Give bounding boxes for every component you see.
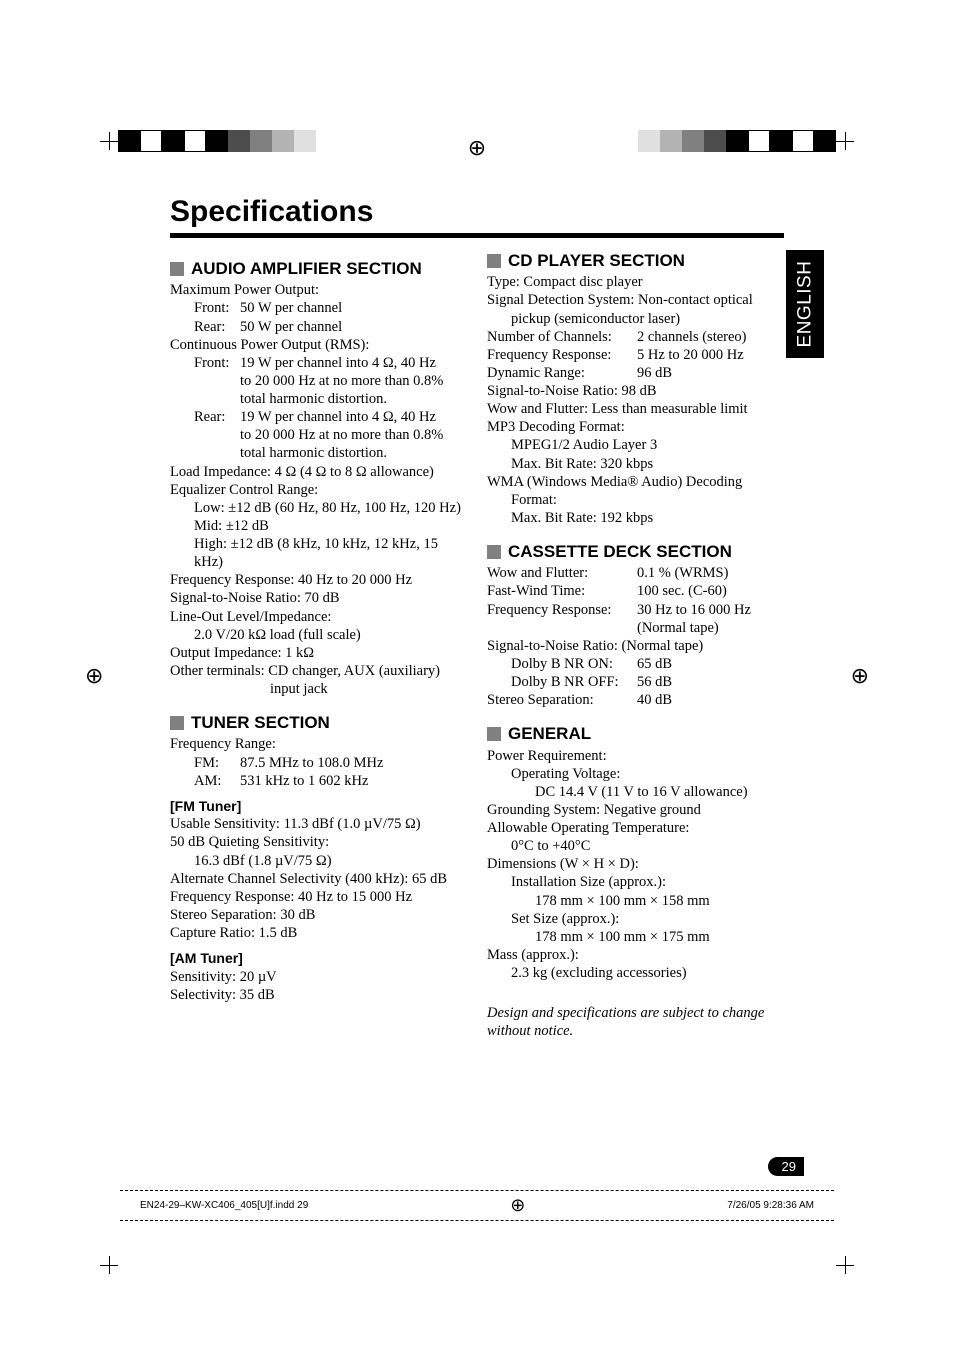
spec-line: MPEG1/2 Audio Layer 3: [487, 436, 784, 454]
page-content: Specifications AUDIO AMPLIFIER SECTION M…: [170, 195, 784, 1040]
spec-line: Number of Channels: 2 channels (stereo): [487, 328, 784, 346]
spec-line: Fast-Wind Time: 100 sec. (C-60): [487, 582, 784, 600]
spec-line: Allowable Operating Temperature:: [487, 819, 784, 837]
spec-line: Selectivity: 35 dB: [170, 986, 467, 1004]
spec-line: MP3 Decoding Format:: [487, 418, 784, 436]
subhead-fm: [FM Tuner]: [170, 798, 467, 816]
columns: AUDIO AMPLIFIER SECTION Maximum Power Ou…: [170, 250, 784, 1040]
spec-line: total harmonic distortion.: [170, 390, 467, 408]
spec-line: Line-Out Level/Impedance:: [170, 608, 467, 626]
spec-line: to 20 000 Hz at no more than 0.8%: [170, 372, 467, 390]
spec-line: 50 dB Quieting Sensitivity:: [170, 833, 467, 851]
spec-line: Dolby B NR ON: 65 dB: [487, 655, 784, 673]
spec-line: DC 14.4 V (11 V to 16 V allowance): [487, 783, 784, 801]
spec-line: Mass (approx.):: [487, 946, 784, 964]
spec-line: Load Impedance: 4 Ω (4 Ω to 8 Ω allowanc…: [170, 463, 467, 481]
spec-line: Dolby B NR OFF: 56 dB: [487, 673, 784, 691]
section-head-tuner: TUNER SECTION: [170, 712, 467, 733]
spec-line: High: ±12 dB (8 kHz, 10 kHz, 12 kHz, 15 …: [170, 535, 467, 571]
spec-line: 178 mm × 100 mm × 175 mm: [487, 928, 784, 946]
spec-line: Rear: 19 W per channel into 4 Ω, 40 Hz: [170, 408, 467, 426]
spec-line: 178 mm × 100 mm × 158 mm: [487, 892, 784, 910]
registration-mark-left: ⊕: [85, 663, 103, 689]
spec-line: FM: 87.5 MHz to 108.0 MHz: [170, 754, 467, 772]
spec-line: Equalizer Control Range:: [170, 481, 467, 499]
spec-line: Low: ±12 dB (60 Hz, 80 Hz, 100 Hz, 120 H…: [170, 499, 467, 517]
spec-line: Signal-to-Noise Ratio: 98 dB: [487, 382, 784, 400]
title-rule: [170, 233, 784, 238]
spec-line: to 20 000 Hz at no more than 0.8%: [170, 426, 467, 444]
spec-line: Sensitivity: 20 µV: [170, 968, 467, 986]
spec-line: AM: 531 kHz to 1 602 kHz: [170, 772, 467, 790]
spec-line: Wow and Flutter: 0.1 % (WRMS): [487, 564, 784, 582]
spec-line: Alternate Channel Selectivity (400 kHz):…: [170, 870, 467, 888]
spec-line: Dimensions (W × H × D):: [487, 855, 784, 873]
spec-line: input jack: [170, 680, 467, 698]
section-head-cassette: CASSETTE DECK SECTION: [487, 541, 784, 562]
right-column: CD PLAYER SECTION Type: Compact disc pla…: [487, 250, 784, 1040]
registration-mark-footer: ⊕: [510, 1195, 525, 1216]
spec-line: Wow and Flutter: Less than measurable li…: [487, 400, 784, 418]
spec-line: (Normal tape): [487, 619, 784, 637]
section-head-audio: AUDIO AMPLIFIER SECTION: [170, 258, 467, 279]
spec-line: Front: 50 W per channel: [170, 299, 467, 317]
subhead-am: [AM Tuner]: [170, 950, 467, 968]
spec-line: Usable Sensitivity: 11.3 dBf (1.0 µV/75 …: [170, 815, 467, 833]
spec-line: Frequency Response: 5 Hz to 20 000 Hz: [487, 346, 784, 364]
spec-line: Rear: 50 W per channel: [170, 318, 467, 336]
spec-line: pickup (semiconductor laser): [487, 310, 784, 328]
spec-line: Stereo Separation: 30 dB: [170, 906, 467, 924]
spec-line: Signal-to-Noise Ratio: 70 dB: [170, 589, 467, 607]
spec-line: Stereo Separation: 40 dB: [487, 691, 784, 709]
footer-right: 7/26/05 9:28:36 AM: [727, 1200, 814, 1211]
spec-line: Continuous Power Output (RMS):: [170, 336, 467, 354]
language-label: ENGLISH: [794, 261, 816, 348]
spec-line: Set Size (approx.):: [487, 910, 784, 928]
spec-line: 0°C to +40°C: [487, 837, 784, 855]
spec-line: 2.0 V/20 kΩ load (full scale): [170, 626, 467, 644]
section-head-cd: CD PLAYER SECTION: [487, 250, 784, 271]
spec-line: Maximum Power Output:: [170, 281, 467, 299]
spec-line: Type: Compact disc player: [487, 273, 784, 291]
change-notice: Design and specifications are subject to…: [487, 1004, 784, 1040]
language-tab: ENGLISH: [786, 250, 824, 358]
footer-left: EN24-29–KW-XC406_405[U]f.indd 29: [140, 1200, 308, 1211]
spec-line: Operating Voltage:: [487, 765, 784, 783]
spec-line: Capture Ratio: 1.5 dB: [170, 924, 467, 942]
spec-line: Front: 19 W per channel into 4 Ω, 40 Hz: [170, 354, 467, 372]
spec-line: Frequency Response: 40 Hz to 15 000 Hz: [170, 888, 467, 906]
spec-line: 2.3 kg (excluding accessories): [487, 964, 784, 982]
spec-line: 16.3 dBf (1.8 µV/75 Ω): [170, 852, 467, 870]
spec-line: WMA (Windows Media® Audio) Decoding: [487, 473, 784, 491]
spec-line: Signal-to-Noise Ratio: (Normal tape): [487, 637, 784, 655]
registration-mark-right: ⊕: [851, 663, 869, 689]
spec-line: Mid: ±12 dB: [170, 517, 467, 535]
spec-line: Other terminals: CD changer, AUX (auxili…: [170, 662, 467, 680]
spec-line: Dynamic Range: 96 dB: [487, 364, 784, 382]
spec-line: Output Impedance: 1 kΩ: [170, 644, 467, 662]
spec-line: Power Requirement:: [487, 747, 784, 765]
spec-line: Grounding System: Negative ground: [487, 801, 784, 819]
spec-line: Installation Size (approx.):: [487, 873, 784, 891]
section-head-general: GENERAL: [487, 723, 784, 744]
page-number: 29: [768, 1157, 804, 1176]
footer-bar: EN24-29–KW-XC406_405[U]f.indd 29 ⊕ 7/26/…: [120, 1190, 834, 1221]
spec-line: Frequency Response: 30 Hz to 16 000 Hz: [487, 601, 784, 619]
spec-line: Max. Bit Rate: 192 kbps: [487, 509, 784, 527]
spec-line: total harmonic distortion.: [170, 444, 467, 462]
page-title: Specifications: [170, 195, 784, 229]
spec-line: Frequency Range:: [170, 735, 467, 753]
spec-line: Signal Detection System: Non-contact opt…: [487, 291, 784, 309]
left-column: AUDIO AMPLIFIER SECTION Maximum Power Ou…: [170, 250, 467, 1040]
registration-mark-top: ⊕: [468, 135, 486, 161]
spec-line: Frequency Response: 40 Hz to 20 000 Hz: [170, 571, 467, 589]
spec-line: Format:: [487, 491, 784, 509]
spec-line: Max. Bit Rate: 320 kbps: [487, 455, 784, 473]
